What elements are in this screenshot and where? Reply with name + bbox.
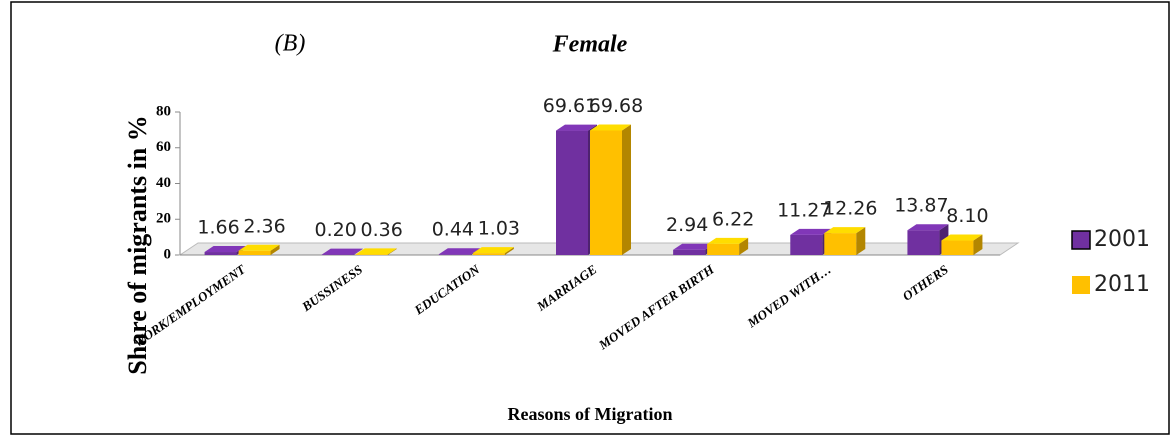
data-label: 0.36 [361, 219, 403, 241]
bar [556, 130, 588, 255]
legend-swatch [1072, 276, 1090, 294]
x-axis-label: Reasons of Migration [508, 404, 673, 424]
data-label: 0.44 [432, 219, 474, 241]
bar-top [472, 247, 514, 254]
legend-label: 2011 [1094, 272, 1150, 297]
data-label: 13.87 [894, 195, 948, 217]
data-label: 69.68 [589, 95, 643, 117]
panel-label: (B) [275, 31, 306, 57]
y-tick-label: 60 [156, 139, 171, 155]
frame [10, 1, 1170, 435]
bar-side [353, 248, 363, 255]
bar-top [321, 248, 363, 255]
bar-top [907, 224, 949, 231]
bar-side [739, 237, 749, 255]
bar-side [504, 247, 514, 255]
bar [824, 233, 857, 255]
bar-side [856, 227, 866, 255]
data-label: 0.20 [315, 219, 357, 241]
data-label: 6.22 [712, 208, 754, 230]
bar [673, 249, 706, 255]
bar [204, 252, 237, 255]
bar [355, 254, 388, 255]
bar-top [238, 244, 280, 251]
bar-side [973, 234, 983, 255]
bar [590, 130, 622, 255]
bar-side [622, 124, 631, 256]
data-label: 1.66 [197, 217, 239, 239]
bar [907, 230, 940, 255]
y-tick-label: 20 [156, 211, 171, 227]
data-label: 8.10 [946, 205, 988, 227]
x-tick-label: EDUCATION [411, 261, 483, 318]
bar-top [556, 124, 597, 131]
x-tick-label: MOVED AFTER BIRTH [595, 261, 717, 353]
bar [707, 243, 740, 255]
bar [472, 253, 505, 255]
data-label: 1.03 [478, 218, 520, 240]
bar [438, 254, 471, 255]
x-tick-label: OTHERS [900, 262, 951, 304]
y-axis-label: Share of migrants in % [123, 115, 152, 375]
chart-title: Female [552, 32, 628, 58]
data-label: 2.94 [666, 214, 708, 236]
bar-top [941, 234, 983, 241]
x-tick-label: MARRIAGE [533, 261, 600, 314]
bar [790, 234, 823, 255]
bar-top [673, 243, 715, 250]
legend-label: 2001 [1094, 227, 1150, 252]
x-tick-label: MOVED WITH… [744, 262, 834, 331]
bar-top [824, 227, 866, 234]
bar-top [590, 124, 631, 131]
x-tick-label: BUSSINESS [298, 262, 365, 315]
data-label: 2.36 [243, 215, 285, 237]
y-tick-label: 80 [156, 103, 171, 119]
bar-side [270, 244, 280, 255]
bar-top [707, 237, 749, 244]
bar-side [387, 248, 397, 255]
bar [941, 240, 974, 255]
bar-top [790, 228, 832, 235]
bar-top [204, 246, 246, 253]
data-label: 69.61 [543, 95, 597, 117]
bar [238, 250, 271, 255]
bar-top [438, 248, 480, 255]
y-tick-label: 0 [164, 246, 172, 262]
data-label: 12.26 [823, 198, 877, 220]
bar-top [355, 248, 397, 255]
legend-swatch [1071, 230, 1091, 250]
data-label: 11.27 [777, 199, 831, 221]
y-tick-label: 40 [156, 175, 171, 191]
